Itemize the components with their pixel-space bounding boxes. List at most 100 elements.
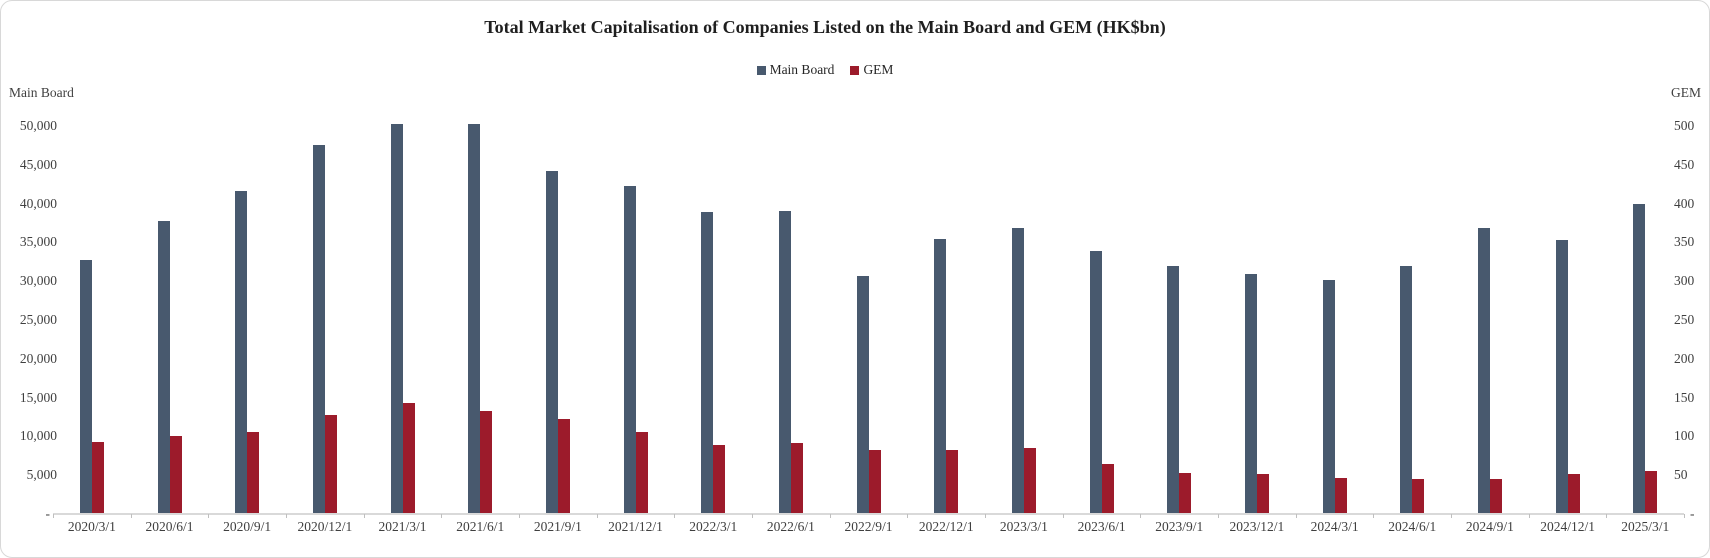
left-axis-tick-label: 30,000 — [19, 273, 57, 289]
left-axis-tick-label: 20,000 — [19, 350, 57, 366]
category-tick-mark — [674, 514, 676, 518]
bar-group — [131, 126, 209, 514]
bar-main-board — [468, 124, 481, 514]
bar-gem — [635, 431, 648, 514]
x-axis-tick-label: 2021/6/1 — [456, 519, 505, 534]
bar-main-board — [856, 275, 869, 514]
x-axis-tick-label: 2023/3/1 — [999, 519, 1048, 534]
bar-group — [752, 126, 830, 514]
category-tick-mark — [208, 514, 210, 518]
bar-gem — [790, 442, 803, 514]
bar-main-board — [1477, 228, 1490, 514]
x-axis-tick-label: 2024/3/1 — [1310, 519, 1359, 534]
x-axis-tick-label: 2021/9/1 — [533, 519, 582, 534]
bar-gem — [1489, 479, 1502, 514]
bar-gem — [480, 410, 493, 514]
bar-main-board — [1167, 265, 1180, 514]
bar-main-board — [545, 171, 558, 514]
x-axis-tick-label: 2025/3/1 — [1621, 519, 1670, 534]
bar-group — [907, 126, 985, 514]
category-tick-mark — [752, 514, 753, 518]
bar-gem — [868, 450, 881, 514]
x-axis-tick-label: 2020/9/1 — [223, 519, 272, 534]
right-axis-tick-label: 400 — [1674, 195, 1695, 211]
bar-gem — [324, 414, 337, 514]
left-axis-tick-label: 15,000 — [19, 389, 57, 405]
bar-group — [441, 124, 519, 514]
left-axis-tick-label: 10,000 — [19, 428, 57, 444]
bar-main-board — [1244, 274, 1257, 514]
category-tick-mark — [1451, 514, 1452, 518]
bar-main-board — [235, 191, 248, 514]
bar-gem — [1567, 473, 1580, 514]
legend-label-gem: GEM — [863, 62, 894, 77]
bar-main-board — [157, 220, 170, 514]
bar-group — [1529, 126, 1607, 514]
bar-group — [286, 126, 364, 514]
x-axis-labels: 2020/3/1 2020/6/1 2020/9/1 2020/12/1 2021/3/… — [53, 519, 1684, 535]
bar-gem — [557, 418, 570, 514]
category-tick-mark — [1140, 514, 1142, 518]
category-tick-mark — [1062, 514, 1064, 518]
category-tick-mark — [130, 514, 132, 518]
category-tick-mark — [1606, 514, 1608, 518]
bar-group — [1218, 126, 1296, 514]
x-axis-tick-label: 2024/9/1 — [1465, 519, 1514, 534]
right-axis-tick-label: 150 — [1674, 389, 1695, 405]
right-axis-tick-label: 450 — [1674, 156, 1695, 172]
bar-main-board — [79, 260, 92, 514]
left-axis-tick-label: 40,000 — [19, 195, 57, 211]
bar-main-board — [701, 212, 714, 514]
category-tick-mark — [53, 514, 54, 518]
bar-gem — [1023, 448, 1036, 514]
legend-item-gem: GEM — [850, 62, 893, 78]
right-axis-tick-label: 250 — [1674, 312, 1695, 327]
bar-group — [519, 126, 597, 514]
x-axis-tick-label: 2020/3/1 — [67, 519, 116, 534]
category-tick-mark — [1684, 514, 1685, 518]
legend-marker-main-board-icon — [756, 65, 766, 75]
bar-gem — [1645, 471, 1658, 514]
bar-main-board — [1089, 250, 1102, 514]
x-axis-tick-label: 2022/3/1 — [689, 519, 738, 534]
bar-groups — [53, 124, 1684, 514]
category-tick-mark — [286, 514, 287, 518]
left-axis-tick-label: - — [45, 506, 51, 521]
category-tick-mark — [519, 514, 520, 518]
x-axis-line — [53, 513, 1684, 515]
category-tick-mark — [1373, 514, 1375, 518]
bar-gem — [402, 403, 415, 514]
x-axis-tick-label: 2020/12/1 — [297, 519, 353, 534]
right-axis-tick-label: 350 — [1674, 234, 1695, 250]
legend-label-main-board: Main Board — [769, 62, 835, 77]
x-axis-tick-label: 2024/12/1 — [1540, 519, 1595, 534]
right-axis-tick-label: 50 — [1674, 467, 1688, 483]
category-tick-mark — [829, 514, 831, 518]
legend-item-main-board: Main Board — [756, 62, 835, 78]
category-tick-mark — [1295, 514, 1297, 518]
right-axis-tick-label: 200 — [1674, 350, 1695, 366]
bar-group — [985, 126, 1063, 514]
bar-gem — [247, 431, 260, 514]
category-tick-mark — [441, 514, 443, 518]
bar-gem — [1334, 477, 1347, 514]
bar-main-board — [312, 145, 325, 514]
bar-group — [1373, 126, 1451, 514]
chart-title: Total Market Capitalisation of Companies… — [484, 17, 1166, 37]
x-axis-tick-label: 2024/6/1 — [1388, 519, 1437, 534]
bar-gem — [169, 436, 182, 514]
bar-main-board — [1400, 265, 1413, 514]
x-axis-tick-label: 2020/6/1 — [145, 519, 194, 534]
x-axis-tick-label: 2022/12/1 — [918, 519, 974, 534]
bar-gem — [1101, 464, 1114, 514]
bar-group — [1296, 126, 1374, 514]
left-axis-title: Main Board — [9, 85, 74, 100]
bar-group — [364, 124, 442, 514]
bar-gem — [91, 441, 104, 514]
category-tick-mark — [985, 514, 986, 518]
right-axis-tick-label: - — [1690, 506, 1695, 521]
plot-area — [53, 124, 1685, 518]
bar-group — [1606, 126, 1684, 514]
x-axis-tick-label: 2023/6/1 — [1077, 519, 1126, 534]
